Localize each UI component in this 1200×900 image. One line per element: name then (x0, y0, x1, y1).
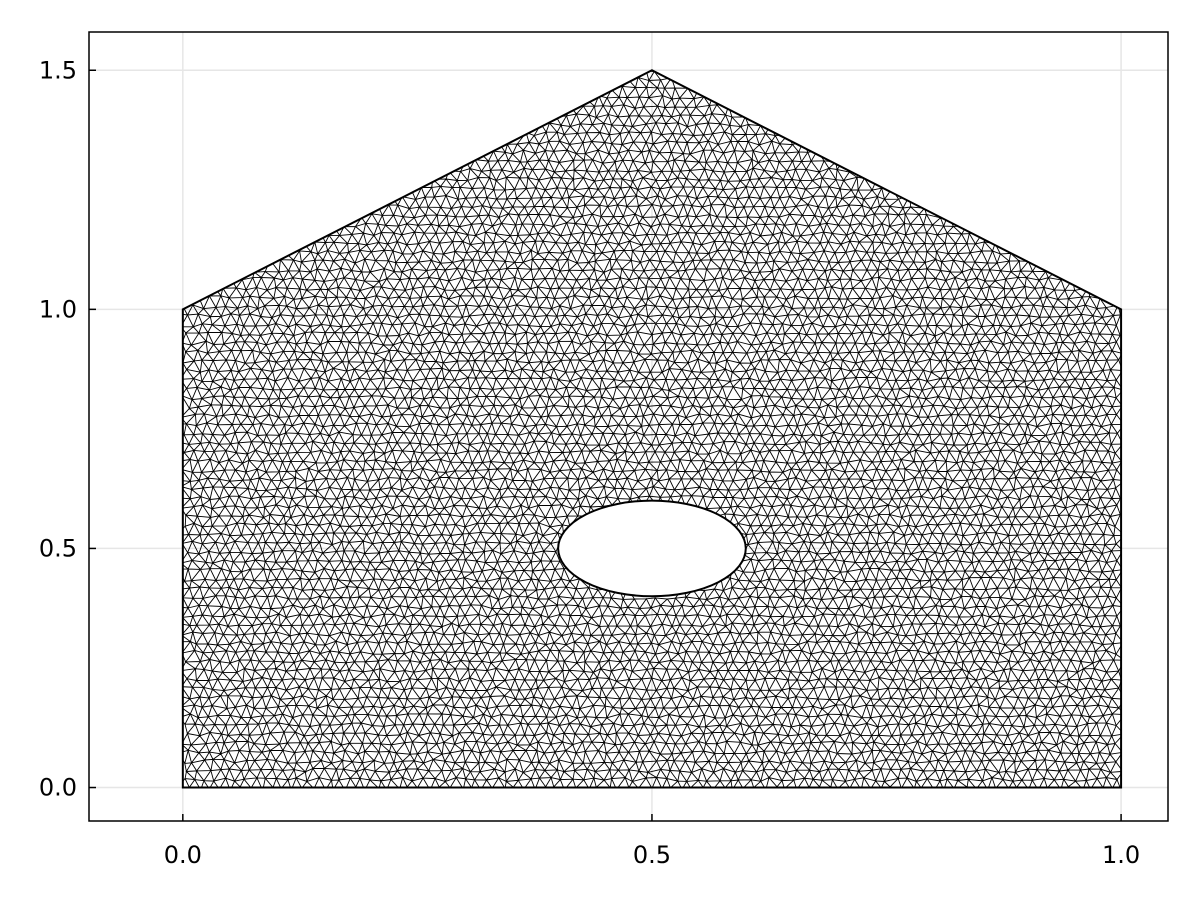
domain-outline (181, 69, 1123, 789)
y-tick-label: 1.0 (39, 295, 77, 323)
x-axis: 0.0 0.5 1.0 (164, 814, 1140, 869)
hole-fill (558, 500, 746, 597)
mesh-triangles (182, 70, 1122, 788)
x-tick-label: 0.0 (164, 841, 202, 869)
triangle-mesh (182, 70, 1122, 788)
hole-boundary (557, 499, 747, 598)
x-tick-label: 0.5 (633, 841, 671, 869)
y-tick-label: 1.5 (39, 56, 77, 84)
plot-frame (88, 31, 1169, 822)
outer-boundary (181, 69, 1123, 789)
y-tick-label: 0.5 (39, 534, 77, 562)
y-axis: 0.0 0.5 1.0 1.5 (39, 56, 96, 802)
y-tick-label: 0.0 (39, 774, 77, 802)
x-tick-label: 1.0 (1102, 841, 1140, 869)
